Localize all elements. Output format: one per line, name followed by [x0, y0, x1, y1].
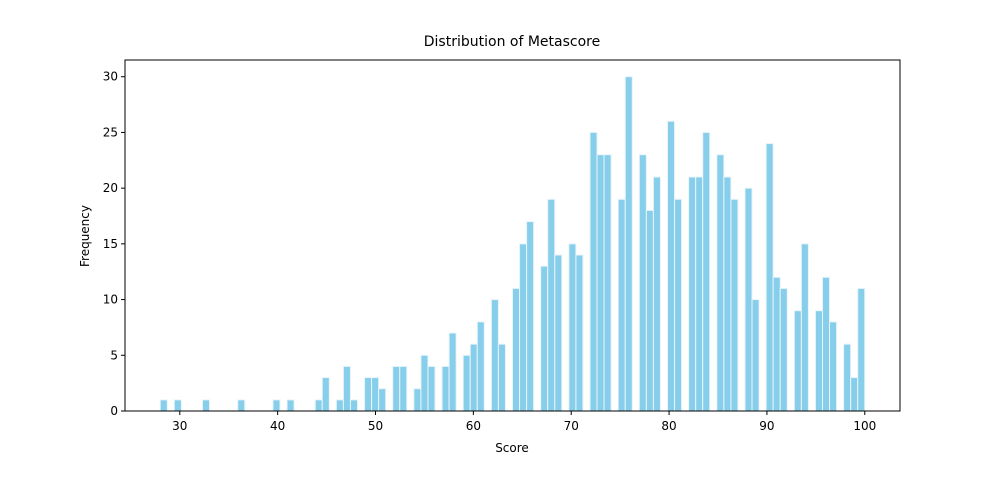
bar [413, 388, 422, 412]
bar [765, 143, 774, 412]
bar [399, 365, 408, 412]
y-tick-label: 0 [110, 404, 118, 418]
bar [589, 131, 598, 412]
x-tick-label: 40 [270, 419, 285, 433]
y-tick-label: 15 [103, 237, 118, 251]
bar [526, 221, 535, 412]
bar [723, 176, 732, 412]
bar [427, 365, 436, 412]
bar [335, 399, 344, 412]
bar [519, 243, 528, 412]
x-tick-label: 70 [564, 419, 579, 433]
bar [321, 377, 330, 412]
bar [575, 254, 584, 412]
bar [645, 209, 654, 412]
bar [667, 120, 676, 412]
bar [617, 198, 626, 412]
bar [730, 198, 739, 412]
bar [462, 354, 471, 412]
bar [371, 377, 380, 412]
y-tick-label: 10 [103, 293, 118, 307]
bar [286, 399, 295, 412]
bar [314, 399, 323, 412]
bar [540, 265, 549, 412]
x-tick-label: 60 [466, 419, 481, 433]
bar [272, 399, 281, 412]
bar [237, 399, 246, 412]
x-tick-label: 90 [759, 419, 774, 433]
bar [441, 365, 450, 412]
x-tick-label: 30 [172, 419, 187, 433]
bar [674, 198, 683, 412]
bar [364, 377, 373, 412]
bar [751, 299, 760, 412]
bar [857, 287, 866, 412]
y-axis-label: Frequency [78, 205, 92, 267]
bar [448, 332, 457, 412]
bar [512, 287, 521, 412]
bar [850, 377, 859, 412]
y-tick-label: 20 [103, 181, 118, 195]
bar [829, 321, 838, 412]
bar [349, 399, 359, 412]
bar [159, 399, 168, 412]
bar [822, 276, 831, 412]
bar [638, 154, 647, 412]
bar [779, 287, 788, 412]
y-tick-label: 30 [103, 70, 118, 84]
bar [420, 354, 429, 412]
x-tick-label: 50 [368, 419, 383, 433]
bar [392, 365, 401, 412]
x-axis-label: Score [495, 441, 529, 455]
bar [342, 365, 351, 412]
bar [596, 154, 605, 412]
bar [476, 321, 485, 412]
bar [688, 176, 697, 412]
y-tick-label: 5 [110, 348, 118, 362]
bar [702, 131, 711, 412]
bar [814, 310, 823, 412]
x-tick-label: 80 [661, 419, 676, 433]
plot-frame [124, 59, 901, 412]
bar [568, 243, 577, 412]
bar [716, 154, 725, 412]
bar [793, 310, 802, 412]
bar [497, 343, 506, 412]
bar [772, 276, 781, 412]
bar [695, 176, 704, 412]
chart-title: Distribution of Metascore [424, 34, 600, 50]
bar [843, 343, 852, 412]
bar [378, 388, 387, 412]
bar [800, 243, 809, 412]
bar [547, 198, 556, 412]
x-tick-label: 100 [853, 419, 876, 433]
bar [744, 187, 753, 412]
bar [652, 176, 661, 412]
bar [469, 343, 478, 412]
bar [173, 399, 182, 412]
bar [603, 154, 612, 412]
bar [202, 399, 211, 412]
bar [490, 299, 499, 412]
bar [554, 254, 563, 412]
bar [624, 76, 633, 412]
y-tick-label: 25 [103, 125, 118, 139]
